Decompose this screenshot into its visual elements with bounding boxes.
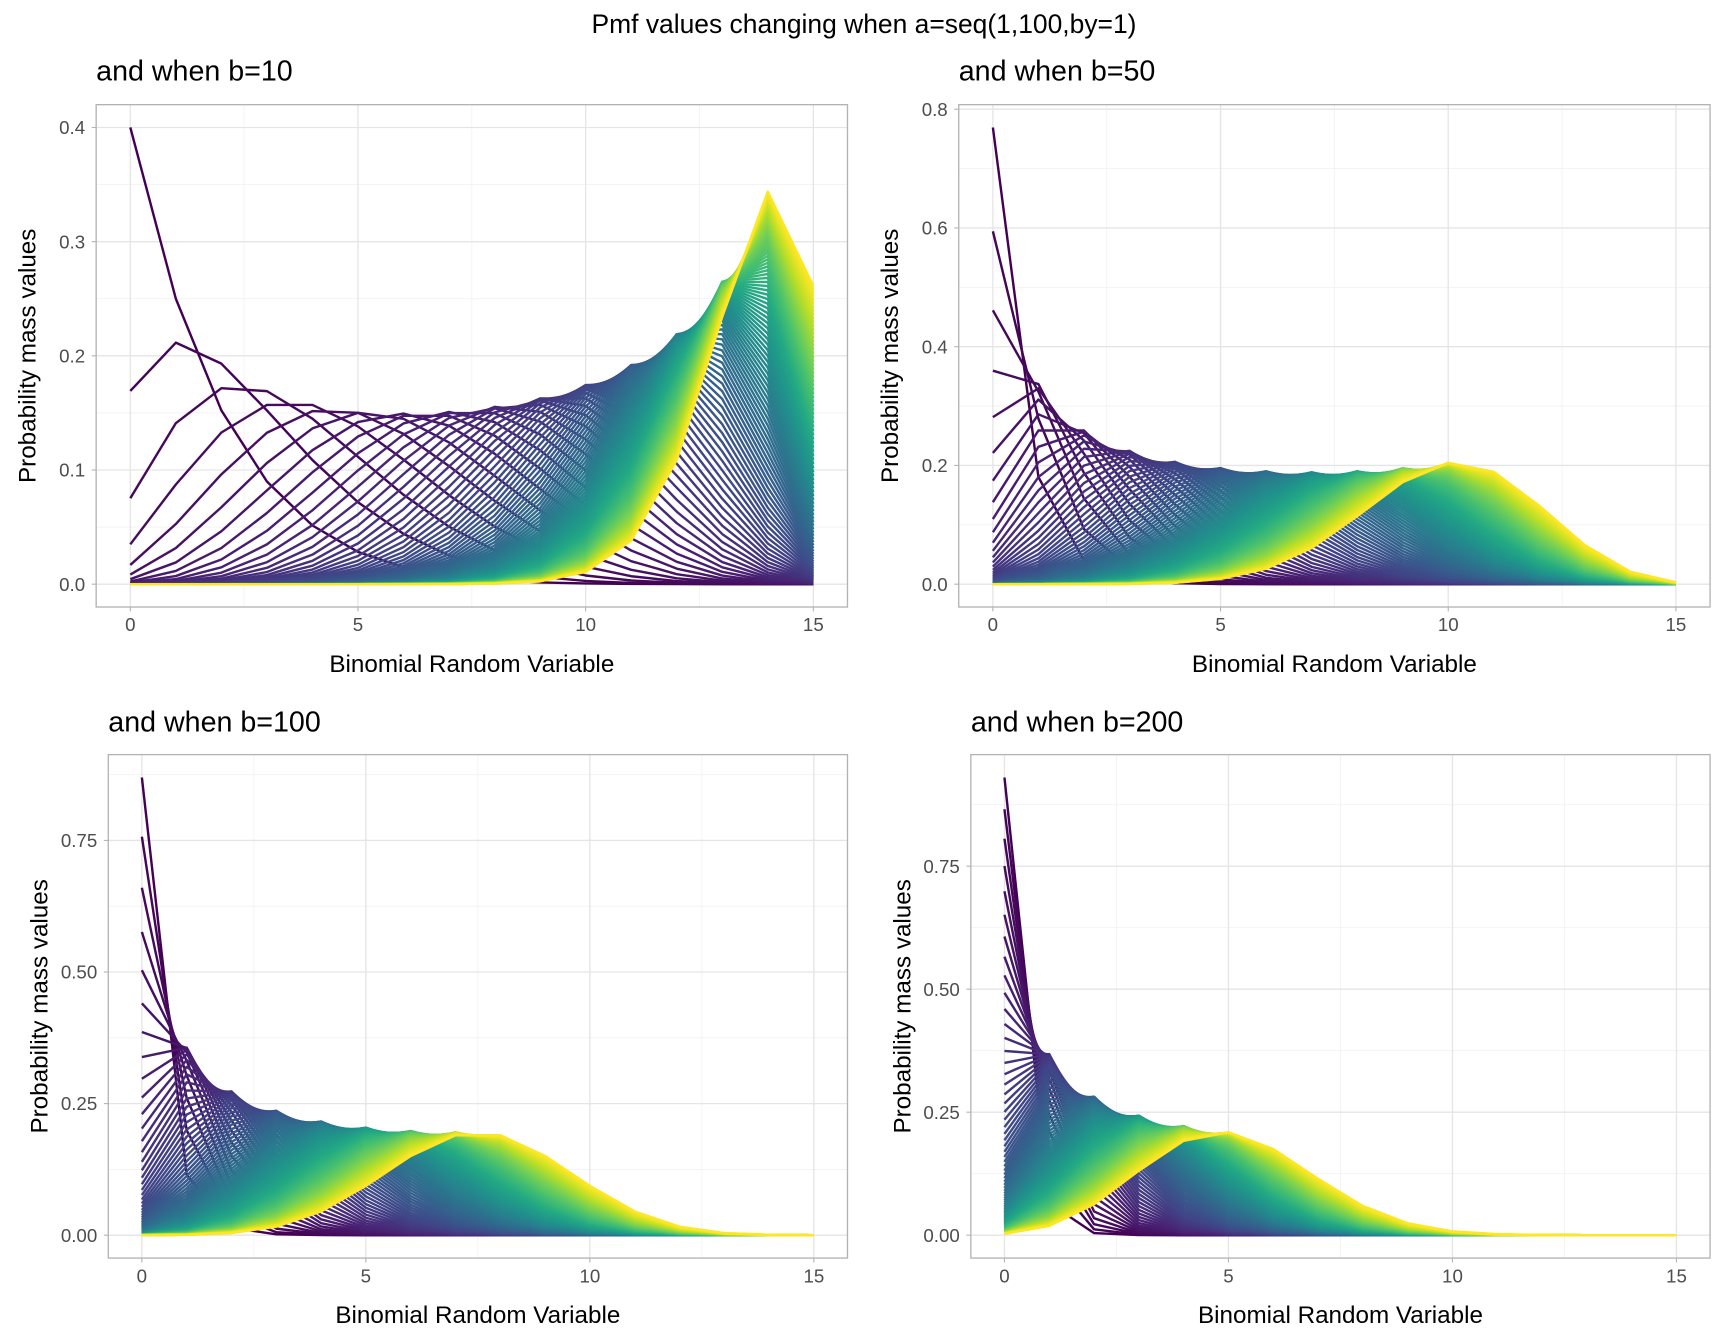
panel-3: 0.00 0.25 0.50 0.75 0 5 10 15 Binomial Random Va…	[27, 706, 849, 1329]
series-line-a-5	[129, 409, 814, 586]
y-tick-label: 0.2	[922, 455, 948, 476]
x-tick-label: 5	[1223, 1265, 1233, 1286]
panel-border	[958, 103, 1711, 608]
series-line-a-100	[992, 461, 1677, 586]
y-tick-label: 0.1	[59, 460, 85, 481]
panel-1: 0.0 0.1 0.2 0.3 0.4 0 5 10 15 Binomial Random Var…	[15, 55, 849, 678]
series-line-a-6	[129, 411, 814, 586]
x-axis-label: Binomial Random Variable	[329, 651, 614, 678]
y-axis-label: Probability mass values	[15, 229, 42, 483]
panel-border	[107, 753, 849, 1259]
x-tick-label: 5	[361, 1265, 371, 1286]
x-tick-label: 0	[999, 1265, 1009, 1286]
x-tick-label: 5	[1215, 614, 1225, 635]
panel-4: 0.00 0.25 0.50 0.75 0 5 10 15 Binomial Random Va…	[889, 706, 1711, 1329]
y-tick-label: 0.00	[61, 1225, 97, 1246]
y-tick-label: 0.8	[922, 99, 948, 120]
panel-title: and when b=200	[971, 706, 1184, 738]
series-line-a-7	[129, 412, 814, 586]
x-axis-label: Binomial Random Variable	[1198, 1302, 1483, 1329]
y-tick-label: 0.4	[922, 336, 948, 357]
y-tick-label: 0.25	[61, 1093, 97, 1114]
panel-border	[970, 753, 1711, 1259]
y-tick-label: 0.75	[61, 830, 97, 851]
series-line-a-11	[130, 406, 814, 585]
series-line-a-100	[1004, 1131, 1677, 1237]
series-line-a-14	[130, 399, 814, 586]
x-tick-label: 10	[1438, 614, 1459, 635]
y-tick-label: 0.25	[923, 1102, 959, 1123]
panel-title: and when b=10	[96, 55, 293, 87]
y-tick-label: 0.2	[59, 345, 85, 366]
x-tick-label: 0	[137, 1265, 147, 1286]
x-tick-label: 15	[1665, 614, 1686, 635]
x-tick-label: 5	[353, 614, 363, 635]
panel-title: and when b=50	[959, 55, 1156, 87]
series-line-a-13	[130, 403, 814, 586]
y-tick-label: 0.6	[922, 218, 948, 239]
y-axis-label: Probability mass values	[877, 229, 904, 483]
y-tick-label: 0.0	[922, 574, 948, 595]
x-tick-label: 0	[125, 614, 135, 635]
figure-title: Pmf values changing when a=seq(1,100,by=…	[592, 9, 1137, 39]
y-tick-label: 0.00	[923, 1225, 959, 1246]
y-tick-label: 0.3	[59, 231, 85, 252]
y-tick-label: 0.0	[59, 574, 85, 595]
series-line-a-15	[130, 397, 814, 586]
x-axis-label: Binomial Random Variable	[1192, 651, 1477, 678]
series-line-a-100	[130, 190, 815, 586]
panel-2: 0.0 0.2 0.4 0.6 0.8 0 5 10 15 Binomial Random Var…	[877, 55, 1711, 678]
y-tick-label: 0.50	[923, 979, 959, 1000]
x-tick-label: 15	[1666, 1265, 1687, 1286]
y-tick-label: 0.50	[61, 962, 97, 983]
series-line-a-8	[130, 414, 814, 586]
y-axis-label: Probability mass values	[889, 879, 916, 1133]
panel-title: and when b=100	[108, 706, 321, 738]
series-line-a-100	[141, 1134, 814, 1237]
x-tick-label: 10	[575, 614, 596, 635]
x-tick-label: 10	[1442, 1265, 1463, 1286]
x-tick-label: 10	[579, 1265, 600, 1286]
x-tick-label: 15	[803, 614, 824, 635]
y-tick-label: 0.4	[59, 117, 85, 138]
y-tick-label: 0.75	[923, 856, 959, 877]
series-line-a-12	[130, 405, 814, 586]
x-axis-label: Binomial Random Variable	[335, 1302, 620, 1329]
x-tick-label: 0	[988, 614, 998, 635]
x-tick-label: 15	[803, 1265, 824, 1286]
y-axis-label: Probability mass values	[27, 879, 54, 1133]
